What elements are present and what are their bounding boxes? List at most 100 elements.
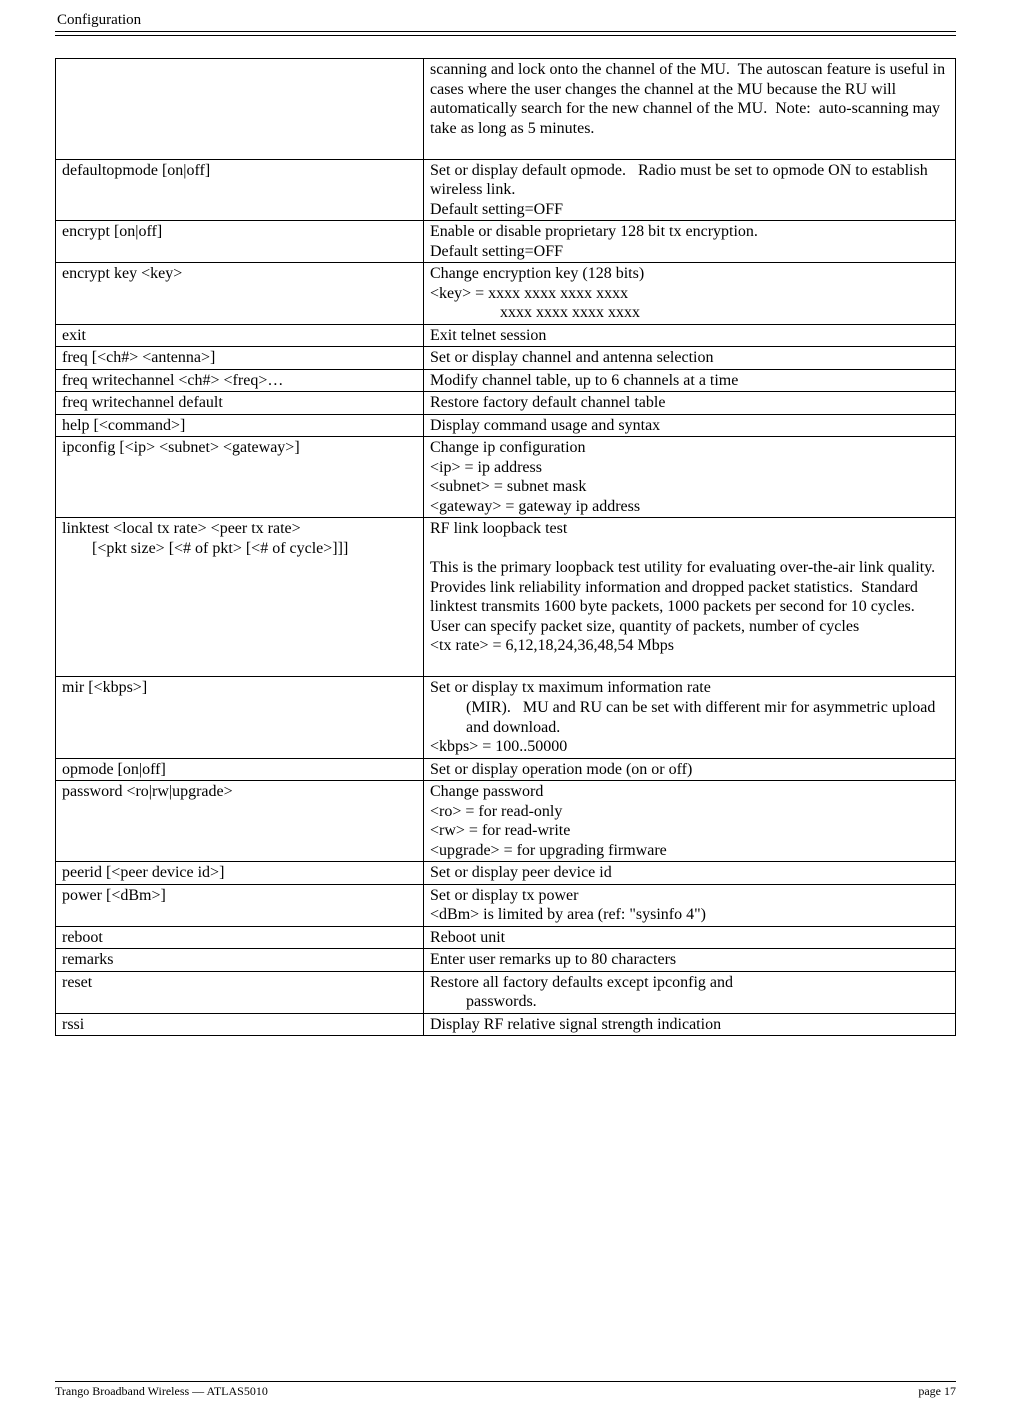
table-row: peerid [<peer device id>] Set or display … [56, 862, 956, 885]
description-text: Set or display channel and antenna selec… [430, 348, 949, 368]
description-text: <key> = xxxx xxxx xxxx xxxx [430, 284, 949, 304]
description-text: Reboot unit [430, 928, 949, 948]
description-text [430, 138, 949, 158]
description-text: xxxx xxxx xxxx xxxx [430, 303, 949, 323]
description-text: Change ip configuration [430, 438, 949, 458]
description-cell: Exit telnet session [424, 324, 956, 347]
page-container: Configuration scanning and lock onto the… [0, 0, 1011, 1417]
command-cell: rssi [56, 1013, 424, 1036]
description-cell: Set or display channel and antenna selec… [424, 347, 956, 370]
description-text: Display RF relative signal strength indi… [430, 1015, 949, 1035]
command-cell: freq writechannel default [56, 392, 424, 415]
header-divider [55, 31, 956, 36]
description-text: Set or display tx power [430, 886, 949, 906]
command-cell: freq [<ch#> <antenna>] [56, 347, 424, 370]
description-text: <subnet> = subnet mask [430, 477, 949, 497]
table-row: power [<dBm>] Set or display tx power<dBm… [56, 884, 956, 926]
description-cell: Modify channel table, up to 6 channels a… [424, 369, 956, 392]
header-section-title: Configuration [55, 12, 956, 29]
command-text: peerid [<peer device id>] [62, 863, 417, 883]
description-text: Set or display tx maximum information ra… [430, 678, 949, 698]
description-text: Display command usage and syntax [430, 416, 949, 436]
command-cell: defaultopmode [on|off] [56, 159, 424, 221]
command-cell: peerid [<peer device id>] [56, 862, 424, 885]
table-row: reset Restore all factory defaults except… [56, 971, 956, 1013]
description-text: This is the primary loopback test utilit… [430, 558, 949, 636]
command-cell: reboot [56, 926, 424, 949]
description-text: <tx rate> = 6,12,18,24,36,48,54 Mbps [430, 636, 949, 656]
description-text [430, 539, 949, 559]
description-cell: Display command usage and syntax [424, 414, 956, 437]
description-cell: Change encryption key (128 bits)<key> = … [424, 263, 956, 325]
table-row: encrypt [on|off] Enable or disable propri… [56, 221, 956, 263]
table-row: freq writechannel <ch#> <freq>… Modify ch… [56, 369, 956, 392]
command-text: reboot [62, 928, 417, 948]
command-text: freq writechannel <ch#> <freq>… [62, 371, 417, 391]
table-row: opmode [on|off] Set or display operation … [56, 758, 956, 781]
description-text: Restore factory default channel table [430, 393, 949, 413]
command-table: scanning and lock onto the channel of th… [55, 58, 956, 1036]
command-text: help [<command>] [62, 416, 417, 436]
description-text: Default setting=OFF [430, 242, 949, 262]
description-cell: Set or display tx maximum information ra… [424, 677, 956, 758]
description-cell: Change password<ro> = for read-only<rw> … [424, 781, 956, 862]
description-cell: Set or display tx power<dBm> is limited … [424, 884, 956, 926]
command-cell: opmode [on|off] [56, 758, 424, 781]
description-cell: Restore all factory defaults except ipco… [424, 971, 956, 1013]
description-text: Restore all factory defaults except ipco… [430, 973, 949, 993]
command-cell: encrypt [on|off] [56, 221, 424, 263]
description-text [430, 656, 949, 676]
description-text: Enable or disable proprietary 128 bit tx… [430, 222, 949, 242]
description-text: (MIR). MU and RU can be set with differe… [430, 698, 949, 737]
description-text: Default setting=OFF [430, 200, 949, 220]
description-text: RF link loopback test [430, 519, 949, 539]
description-text: <dBm> is limited by area (ref: "sysinfo … [430, 905, 949, 925]
page-footer: Trango Broadband Wireless — ATLAS5010 pa… [55, 1381, 956, 1399]
description-cell: Reboot unit [424, 926, 956, 949]
table-row: remarks Enter user remarks up to 80 chara… [56, 949, 956, 972]
description-text: scanning and lock onto the channel of th… [430, 60, 949, 138]
command-text: freq writechannel default [62, 393, 417, 413]
table-row: password <ro|rw|upgrade>Change password<… [56, 781, 956, 862]
command-text: rssi [62, 1015, 417, 1035]
command-cell: reset [56, 971, 424, 1013]
command-text: reset [62, 973, 417, 993]
table-row: encrypt key <key>Change encryption key (… [56, 263, 956, 325]
command-cell: password <ro|rw|upgrade> [56, 781, 424, 862]
command-cell: remarks [56, 949, 424, 972]
description-text: <gateway> = gateway ip address [430, 497, 949, 517]
description-text: Set or display peer device id [430, 863, 949, 883]
command-cell [56, 59, 424, 160]
command-cell: linktest <local tx rate> <peer tx rate>[… [56, 518, 424, 677]
description-text: Enter user remarks up to 80 characters [430, 950, 949, 970]
command-cell: help [<command>] [56, 414, 424, 437]
description-cell: Enable or disable proprietary 128 bit tx… [424, 221, 956, 263]
description-text: Modify channel table, up to 6 channels a… [430, 371, 949, 391]
table-row: help [<command>] Display command usage an… [56, 414, 956, 437]
description-text: Change encryption key (128 bits) [430, 264, 949, 284]
table-row: freq writechannel default Restore factory… [56, 392, 956, 415]
description-cell: scanning and lock onto the channel of th… [424, 59, 956, 160]
description-cell: RF link loopback test This is the primar… [424, 518, 956, 677]
description-cell: Restore factory default channel table [424, 392, 956, 415]
table-row: rssi Display RF relative signal strength … [56, 1013, 956, 1036]
description-text: passwords. [430, 992, 949, 1012]
description-cell: Set or display operation mode (on or off… [424, 758, 956, 781]
description-text: <rw> = for read-write [430, 821, 949, 841]
table-row: reboot Reboot unit [56, 926, 956, 949]
table-row: defaultopmode [on|off]Set or display def… [56, 159, 956, 221]
command-text: ipconfig [<ip> <subnet> <gateway>] [62, 438, 417, 458]
command-cell: power [<dBm>] [56, 884, 424, 926]
description-text: Set or display operation mode (on or off… [430, 760, 949, 780]
command-text: remarks [62, 950, 417, 970]
command-text: power [<dBm>] [62, 886, 417, 906]
description-cell: Change ip configuration<ip> = ip address… [424, 437, 956, 518]
footer-left: Trango Broadband Wireless — ATLAS5010 [55, 1384, 268, 1399]
command-cell: mir [<kbps>] [56, 677, 424, 758]
command-text: [<pkt size> [<# of pkt> [<# of cycle>]]] [62, 539, 417, 559]
command-text: mir [<kbps>] [62, 678, 417, 698]
description-cell: Set or display peer device id [424, 862, 956, 885]
description-text: <kbps> = 100..50000 [430, 737, 949, 757]
table-row: freq [<ch#> <antenna>] Set or display cha… [56, 347, 956, 370]
table-row: ipconfig [<ip> <subnet> <gateway>] Change… [56, 437, 956, 518]
